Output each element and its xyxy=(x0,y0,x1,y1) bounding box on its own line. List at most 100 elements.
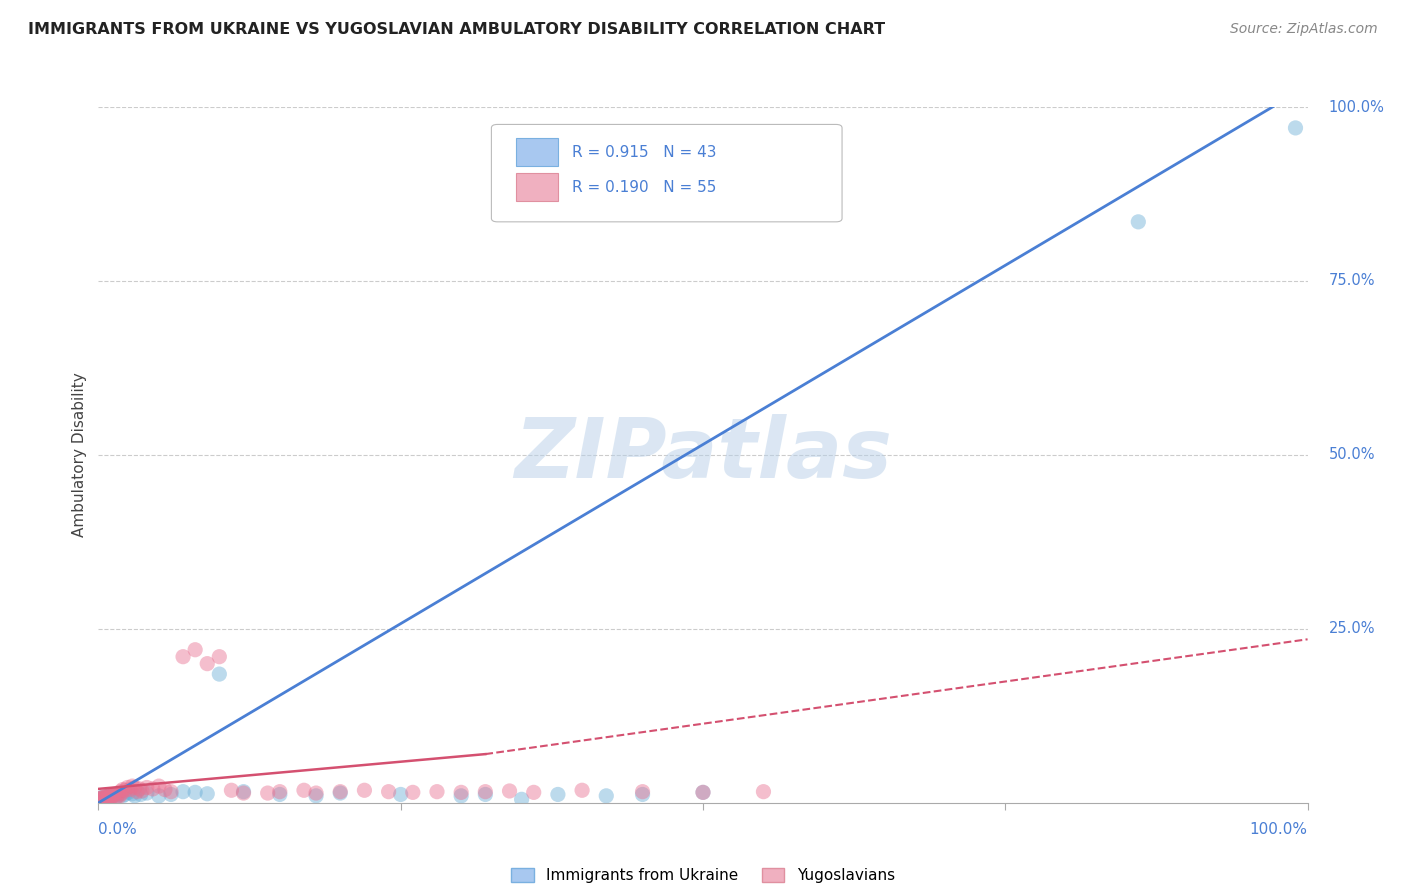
Point xyxy=(208,649,231,664)
Text: 25.0%: 25.0% xyxy=(1329,622,1375,636)
Point xyxy=(97,789,120,803)
Point xyxy=(107,787,129,801)
Point xyxy=(117,780,139,795)
Point xyxy=(269,785,291,799)
Point xyxy=(523,785,546,799)
Text: ZIPatlas: ZIPatlas xyxy=(515,415,891,495)
Point xyxy=(118,782,141,797)
Point xyxy=(90,791,112,805)
Point xyxy=(91,790,114,805)
Point xyxy=(96,791,118,805)
Text: Source: ZipAtlas.com: Source: ZipAtlas.com xyxy=(1230,22,1378,37)
Point xyxy=(195,787,218,801)
Point xyxy=(547,788,569,802)
Point xyxy=(108,787,131,801)
Point xyxy=(1284,120,1306,135)
Point xyxy=(329,786,352,800)
Text: 75.0%: 75.0% xyxy=(1329,274,1375,288)
Point xyxy=(595,789,617,803)
Point xyxy=(124,780,146,795)
Point xyxy=(631,785,654,799)
Point xyxy=(101,789,124,803)
Point xyxy=(142,781,165,796)
Point xyxy=(498,784,520,798)
Point xyxy=(160,785,183,799)
Point xyxy=(1128,215,1150,229)
Point xyxy=(91,790,114,805)
Point xyxy=(474,788,496,802)
Point xyxy=(100,789,122,804)
Point xyxy=(631,788,654,802)
Point xyxy=(127,785,149,799)
Point xyxy=(114,783,136,797)
Point xyxy=(172,649,194,664)
Point xyxy=(292,783,315,797)
Point xyxy=(91,791,114,805)
Point xyxy=(571,783,593,797)
Point xyxy=(98,790,121,805)
Point xyxy=(232,786,254,800)
Point xyxy=(93,791,115,805)
Point xyxy=(93,791,115,805)
Text: 0.0%: 0.0% xyxy=(98,822,138,837)
Point xyxy=(107,788,129,802)
Point xyxy=(100,790,122,805)
Point xyxy=(101,789,124,803)
Text: 100.0%: 100.0% xyxy=(1250,822,1308,837)
Point xyxy=(89,792,111,806)
Point xyxy=(111,782,134,797)
Point xyxy=(426,785,449,799)
Point xyxy=(269,788,291,802)
Point xyxy=(148,779,170,793)
Point xyxy=(305,789,328,803)
Point xyxy=(135,780,157,795)
Point xyxy=(208,667,231,681)
Point xyxy=(97,790,120,805)
Text: IMMIGRANTS FROM UKRAINE VS YUGOSLAVIAN AMBULATORY DISABILITY CORRELATION CHART: IMMIGRANTS FROM UKRAINE VS YUGOSLAVIAN A… xyxy=(28,22,886,37)
Bar xyxy=(516,173,558,201)
Point xyxy=(100,789,122,804)
Legend: Immigrants from Ukraine, Yugoslavians: Immigrants from Ukraine, Yugoslavians xyxy=(505,862,901,889)
Point xyxy=(128,781,150,796)
Point xyxy=(103,788,125,802)
Text: R = 0.190   N = 55: R = 0.190 N = 55 xyxy=(572,179,717,194)
Text: R = 0.915   N = 43: R = 0.915 N = 43 xyxy=(572,145,717,160)
Text: 100.0%: 100.0% xyxy=(1329,100,1385,114)
Point xyxy=(184,642,207,657)
Point xyxy=(111,789,134,803)
Point xyxy=(121,787,143,801)
Point xyxy=(89,792,111,806)
Point xyxy=(172,785,194,799)
Point xyxy=(160,788,183,802)
Point xyxy=(96,789,118,804)
Point xyxy=(474,785,496,799)
Text: 50.0%: 50.0% xyxy=(1329,448,1375,462)
Point xyxy=(131,784,153,798)
Point xyxy=(377,785,399,799)
Point xyxy=(510,792,533,806)
Point xyxy=(450,789,472,803)
Point xyxy=(389,788,412,802)
Point xyxy=(91,791,114,805)
Point xyxy=(153,782,176,797)
Point xyxy=(110,787,132,801)
Point xyxy=(108,785,131,799)
Point xyxy=(195,657,218,671)
FancyBboxPatch shape xyxy=(492,124,842,222)
Point xyxy=(752,785,775,799)
Point xyxy=(105,789,128,804)
Point xyxy=(184,785,207,799)
Point xyxy=(98,789,121,803)
Point xyxy=(108,789,131,804)
Point xyxy=(148,789,170,803)
Point xyxy=(94,789,117,804)
Bar xyxy=(516,138,558,166)
Point xyxy=(692,785,714,799)
Point xyxy=(103,788,125,802)
Point xyxy=(353,783,375,797)
Point xyxy=(221,783,243,797)
Point xyxy=(692,785,714,799)
Point xyxy=(90,791,112,805)
Point xyxy=(129,788,152,802)
Y-axis label: Ambulatory Disability: Ambulatory Disability xyxy=(72,373,87,537)
